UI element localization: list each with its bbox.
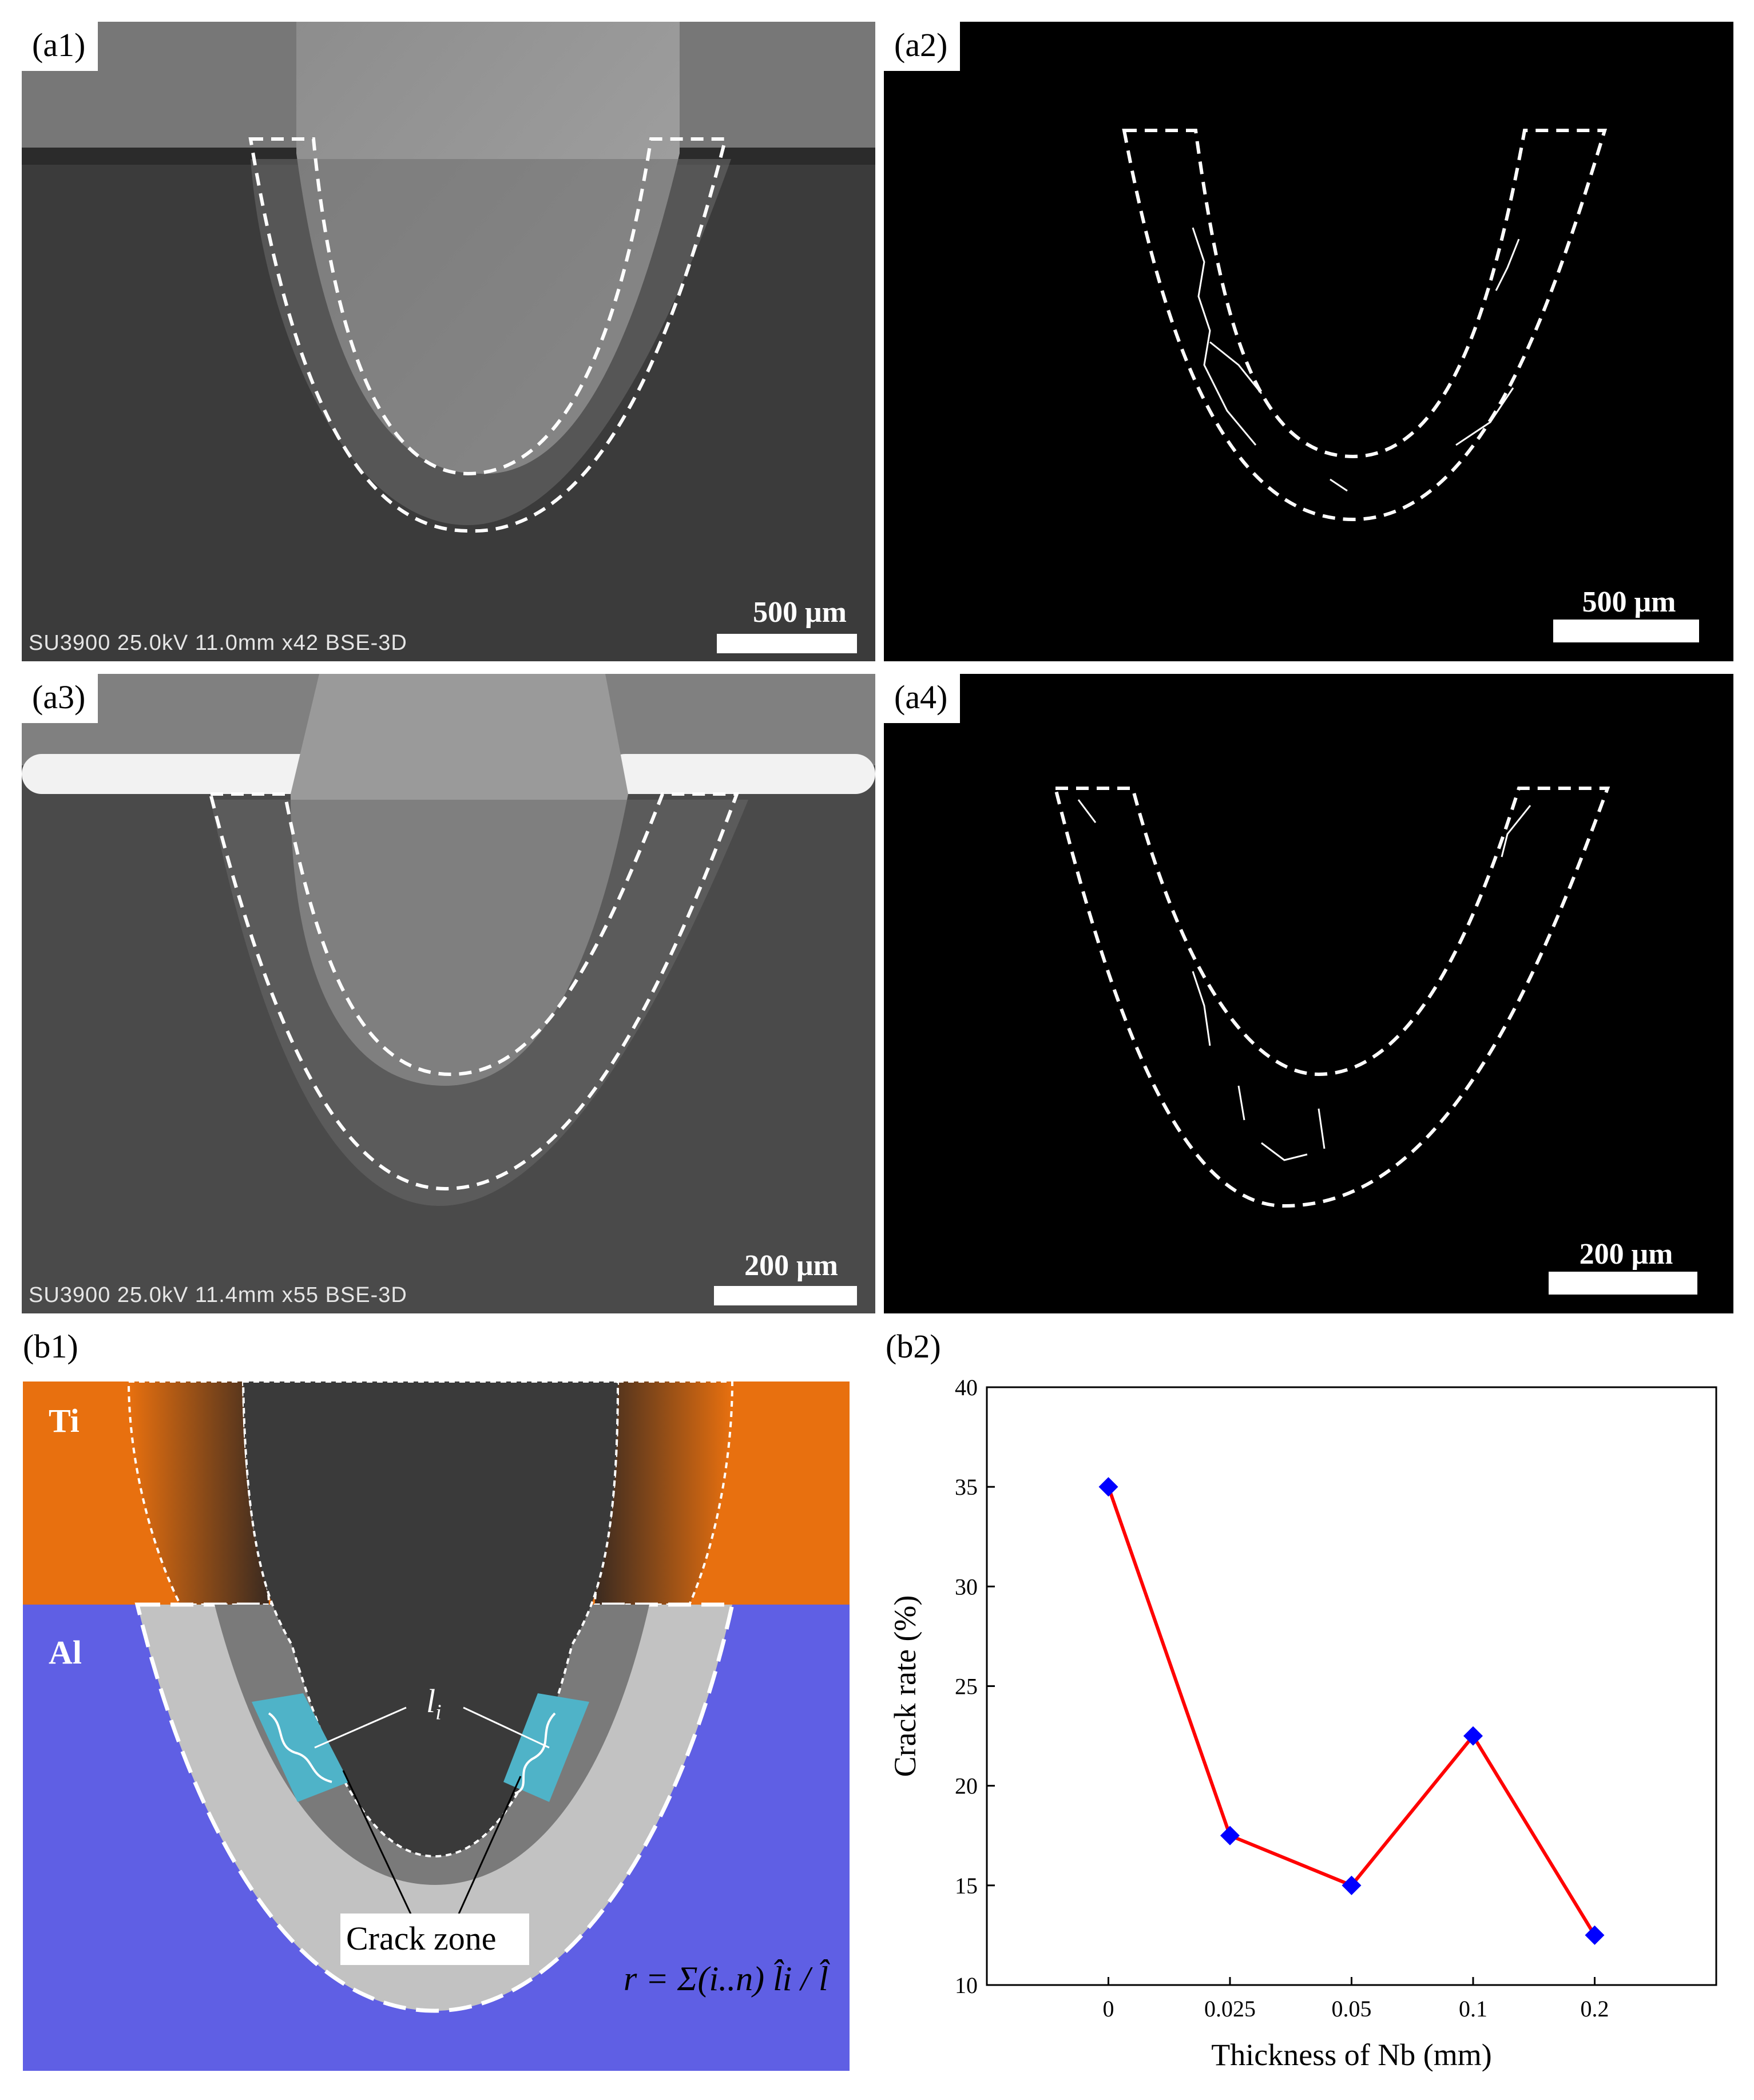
scale-bar-a1	[717, 634, 857, 653]
scale-bar-a3	[714, 1286, 857, 1305]
y-tick-label: 40	[955, 1375, 978, 1400]
sem-a1-graphic	[22, 22, 875, 533]
y-tick-label: 15	[955, 1873, 978, 1899]
crack-rate-chart: 10 15 20 25 30 35 40 0 0.025 0.05 0.1 0.2 Thickness …	[888, 1375, 1717, 2072]
schematic-graphic	[23, 1382, 850, 2071]
scale-bar-label-a1: 500 μm	[753, 596, 847, 629]
x-tick-label: 0	[1103, 1996, 1114, 2022]
panel-a1-sem-image: (a1) SU3900 25.0kV 11.0mm x42 BSE-3D 500…	[22, 22, 875, 661]
y-tick-label: 10	[955, 1972, 978, 1998]
sem-info-a1: SU3900 25.0kV 11.0mm x42 BSE-3D	[29, 631, 407, 655]
panel-a2-crack-map: (a2) 500 μm	[884, 22, 1733, 661]
y-tick-label: 20	[955, 1773, 978, 1799]
sem-info-a3: SU3900 25.0kV 11.4mm x55 BSE-3D	[29, 1283, 407, 1307]
plot-frame	[986, 1386, 1717, 1986]
y-axis-label: Crack rate (%)	[888, 1595, 922, 1777]
li-label-l: l	[426, 1682, 436, 1720]
ti-label: Ti	[49, 1402, 80, 1439]
data-point	[1585, 1925, 1605, 1945]
sem-a3-graphic	[22, 674, 875, 1206]
data-point	[1098, 1477, 1118, 1497]
scale-bar-label-a2: 500 μm	[1582, 586, 1676, 618]
scale-bar-label-a4: 200 μm	[1579, 1238, 1673, 1271]
x-axis-label: Thickness of Nb (mm)	[1211, 2038, 1491, 2072]
panel-label-b2: (b2)	[886, 1328, 941, 1365]
crack-rate-formula: r = Σ(i..n) l̂i / l̂	[624, 1960, 828, 1998]
series-line	[1106, 1486, 1597, 1936]
scale-bar-a2	[1553, 620, 1699, 642]
crack-zone-label: Crack zone	[346, 1920, 497, 1957]
crack-map-a4-graphic	[1053, 787, 1610, 1208]
panel-label-b1: (b1)	[23, 1328, 78, 1365]
scale-bar-a4	[1549, 1272, 1697, 1295]
li-label-subscript: i	[435, 1700, 442, 1725]
data-point	[1463, 1726, 1483, 1746]
x-tick-label: 0.05	[1332, 1996, 1372, 2022]
panel-label-a4: (a4)	[884, 674, 961, 723]
panel-a4-crack-map: (a4) 200 μm	[884, 674, 1733, 1313]
y-tick-label: 30	[955, 1574, 978, 1599]
panel-label-a3: (a3)	[22, 674, 98, 723]
y-tick-label: 35	[955, 1474, 978, 1500]
panel-b1-schematic: Ti Al li Crack zone r = Σ(i..n) l̂i / l̂	[23, 1382, 850, 2071]
panel-label-a1: (a1)	[22, 22, 98, 71]
x-tick-label: 0.1	[1459, 1996, 1487, 2022]
panel-a3-sem-image: (a3) SU3900 25.0kV 11.4mm x55 BSE-3D 200…	[22, 674, 875, 1313]
panel-label-a2: (a2)	[884, 22, 961, 71]
data-point	[1220, 1825, 1240, 1845]
li-label: li	[426, 1682, 442, 1725]
y-tick-label: 25	[955, 1674, 978, 1700]
crack-map-a2-graphic	[1122, 129, 1608, 522]
x-tick-label: 0.2	[1581, 1996, 1609, 2022]
al-label: Al	[49, 1634, 82, 1671]
data-point	[1342, 1875, 1362, 1895]
scale-bar-label-a3: 200 μm	[744, 1249, 838, 1282]
x-tick-label: 0.025	[1204, 1996, 1256, 2022]
